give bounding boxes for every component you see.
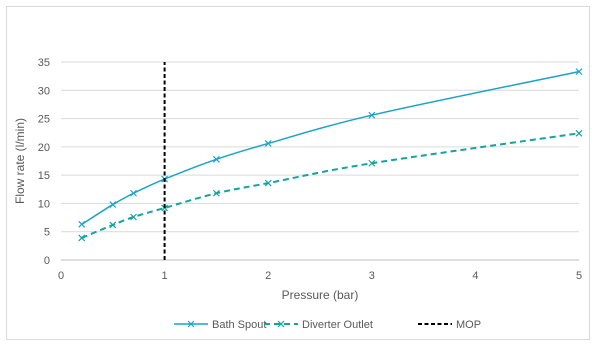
data-point-diverter-outlet xyxy=(78,234,86,242)
data-point-bath-spout xyxy=(575,68,583,76)
x-axis-title: Pressure (bar) xyxy=(282,288,359,302)
legend: Bath Spout Diverter Outlet MOP xyxy=(174,319,481,331)
legend-item-mop: MOP xyxy=(418,319,481,331)
y-tick-label: 20 xyxy=(38,142,50,154)
y-tick-label: 25 xyxy=(38,114,50,126)
legend-label-diverter-outlet: Diverter Outlet xyxy=(302,319,373,331)
y-axis-title: Flow rate (l/min) xyxy=(13,118,27,204)
y-tick-label: 0 xyxy=(44,255,50,267)
y-tick-label: 10 xyxy=(38,198,50,210)
data-point-bath-spout xyxy=(368,111,376,119)
series-layer xyxy=(78,62,583,260)
x-tick-label: 4 xyxy=(472,270,478,282)
data-point-diverter-outlet xyxy=(212,189,220,197)
x-tick-labels: 0 1 2 3 4 5 xyxy=(58,270,582,282)
data-point-bath-spout xyxy=(130,189,137,197)
data-point-bath-spout xyxy=(212,155,220,163)
series-line-bath-spout xyxy=(81,70,580,225)
y-tick-label: 35 xyxy=(38,57,50,69)
gridlines xyxy=(61,61,579,233)
data-point-diverter-outlet xyxy=(264,179,272,187)
y-tick-label: 15 xyxy=(38,170,50,182)
legend-label-mop: MOP xyxy=(456,319,481,331)
legend-marker-bath-spout xyxy=(187,320,195,328)
data-point-diverter-outlet xyxy=(575,129,583,137)
series-line-diverter-outlet xyxy=(81,132,580,239)
y-tick-label: 5 xyxy=(44,227,50,239)
legend-label-bath-spout: Bath Spout xyxy=(212,319,266,331)
data-point-diverter-outlet xyxy=(109,221,117,229)
data-point-diverter-outlet xyxy=(130,213,137,221)
x-tick-label: 1 xyxy=(162,270,168,282)
legend-marker-diverter-outlet xyxy=(277,320,285,328)
x-tick-label: 3 xyxy=(369,270,375,282)
x-tick-label: 0 xyxy=(58,270,64,282)
data-point-bath-spout xyxy=(78,220,86,228)
y-tick-label: 30 xyxy=(38,85,50,97)
legend-item-diverter-outlet: Diverter Outlet xyxy=(264,319,373,331)
data-point-bath-spout xyxy=(109,201,117,208)
data-point-bath-spout xyxy=(264,140,272,147)
legend-item-bath-spout: Bath Spout xyxy=(174,319,266,331)
x-tick-label: 5 xyxy=(576,270,582,282)
data-point-diverter-outlet xyxy=(368,159,376,167)
x-tick-label: 2 xyxy=(265,270,271,282)
y-tick-labels: 0 5 10 15 20 25 30 35 xyxy=(38,57,50,267)
